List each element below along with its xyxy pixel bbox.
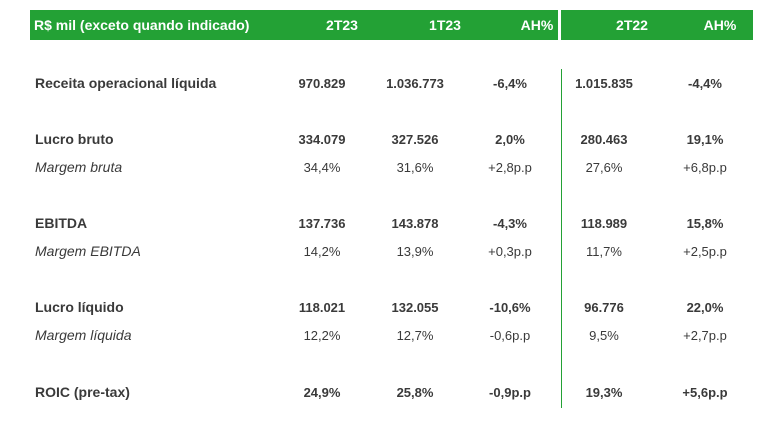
header-2t22: 2T22 — [616, 17, 648, 33]
header-ah-q: AH% — [520, 17, 554, 33]
table-cell: +0,3p.p — [488, 244, 532, 259]
row-label: Margem EBITDA — [35, 243, 141, 259]
table-cell: 24,9% — [303, 385, 341, 400]
header-separator — [558, 10, 561, 40]
table-cell: 11,7% — [586, 244, 622, 259]
table-cell: +5,6p.p — [682, 385, 728, 400]
table-cell: 9,5% — [589, 328, 619, 343]
table-cell: 118.021 — [298, 300, 346, 315]
table-cell: 118.989 — [580, 216, 628, 231]
row-label: Margem líquida — [35, 327, 132, 343]
table-cell: 27,6% — [585, 160, 623, 175]
table-cell: 19,3% — [585, 385, 623, 400]
table-cell: 334.079 — [298, 132, 346, 147]
table-cell: 1.015.835 — [575, 76, 633, 91]
table-cell: 34,4% — [303, 160, 341, 175]
table-cell: +6,8p.p — [683, 160, 727, 175]
table-cell: 137.736 — [298, 216, 346, 231]
table-cell: -10,6% — [489, 300, 531, 315]
table-cell: 13,9% — [396, 244, 434, 259]
table-cell: 15,8% — [686, 216, 724, 231]
table-cell: 12,2% — [303, 328, 341, 343]
row-label: Lucro líquido — [35, 299, 124, 315]
table-cell: 25,8% — [396, 385, 434, 400]
header-2t23: 2T23 — [326, 17, 358, 33]
header-1t23: 1T23 — [429, 17, 461, 33]
table-cell: 14,2% — [303, 244, 341, 259]
table-cell: -4,4% — [688, 76, 722, 91]
table-cell: 132.055 — [391, 300, 439, 315]
table-cell: 19,1% — [686, 132, 724, 147]
row-label: Receita operacional líquida — [35, 75, 217, 91]
header-ah-y: AH% — [703, 17, 737, 33]
row-label: Lucro bruto — [35, 131, 114, 147]
table-cell: +2,7p.p — [683, 328, 727, 343]
table-cell: 327.526 — [391, 132, 439, 147]
table-cell: -6,4% — [493, 76, 527, 91]
header-label: R$ mil (exceto quando indicado) — [34, 17, 250, 33]
table-cell: 143.878 — [391, 216, 439, 231]
table-cell: 1.036.773 — [386, 76, 444, 91]
row-label: Margem bruta — [35, 159, 123, 175]
column-divider — [561, 69, 562, 408]
table-cell: +2,5p.p — [683, 244, 727, 259]
table-cell: 2,0% — [495, 132, 525, 147]
table-cell: -0,6p.p — [489, 328, 531, 343]
table-cell: 12,7% — [396, 328, 434, 343]
table-cell: +2,8p.p — [488, 160, 532, 175]
table-cell: 970.829 — [298, 76, 346, 91]
table-cell: 280.463 — [580, 132, 628, 147]
row-label: ROIC (pre-tax) — [35, 384, 130, 400]
table-cell: 96.776 — [584, 300, 624, 315]
row-label: EBITDA — [35, 215, 88, 231]
table-header: R$ mil (exceto quando indicado) 2T23 1T2… — [30, 10, 753, 40]
table-cell: 22,0% — [686, 300, 724, 315]
table-cell: -4,3% — [493, 216, 527, 231]
table-cell: 31,6% — [396, 160, 434, 175]
table-cell: -0,9p.p — [489, 385, 531, 400]
